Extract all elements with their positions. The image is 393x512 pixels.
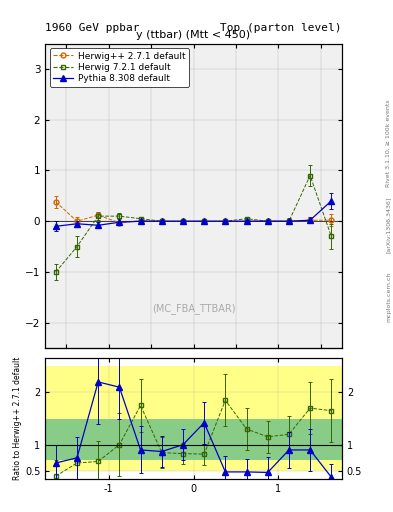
Title: y (ttbar) (Mtt < 450): y (ttbar) (Mtt < 450) xyxy=(136,30,251,40)
Legend: Herwig++ 2.7.1 default, Herwig 7.2.1 default, Pythia 8.308 default: Herwig++ 2.7.1 default, Herwig 7.2.1 def… xyxy=(50,48,189,87)
Text: 1960 GeV ppbar: 1960 GeV ppbar xyxy=(45,23,140,33)
Text: Top (parton level): Top (parton level) xyxy=(220,23,342,33)
Y-axis label: Ratio to Herwig++ 2.7.1 default: Ratio to Herwig++ 2.7.1 default xyxy=(13,357,22,480)
Text: mcplots.cern.ch: mcplots.cern.ch xyxy=(386,272,391,322)
Text: (MC_FBA_TTBAR): (MC_FBA_TTBAR) xyxy=(152,303,235,314)
Text: Rivet 3.1.10, ≥ 100k events: Rivet 3.1.10, ≥ 100k events xyxy=(386,99,391,187)
Text: [arXiv:1306.3436]: [arXiv:1306.3436] xyxy=(386,197,391,253)
